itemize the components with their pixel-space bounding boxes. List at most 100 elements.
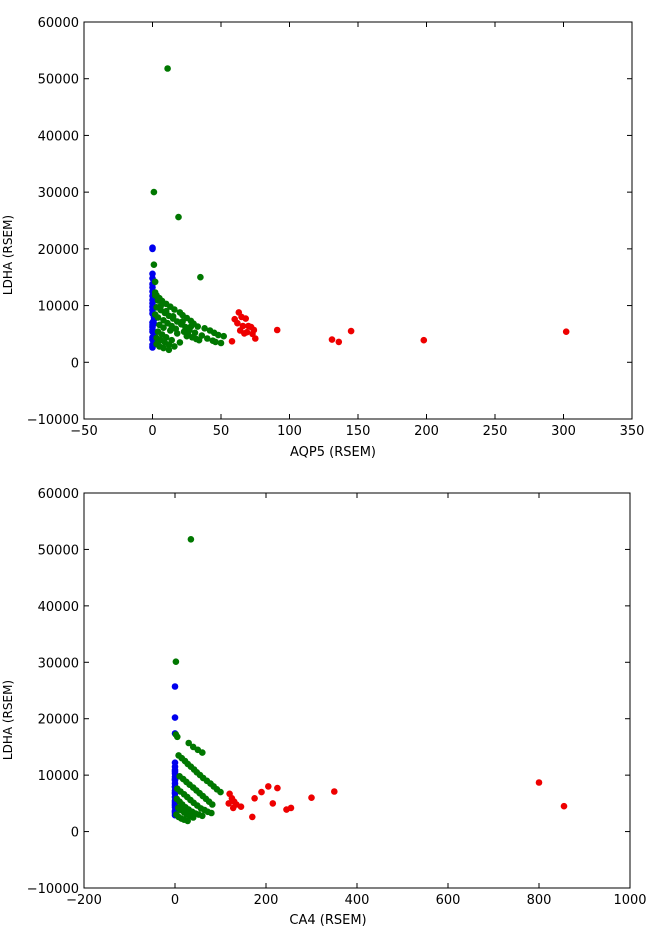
point-green bbox=[150, 188, 158, 196]
point-green bbox=[160, 344, 167, 352]
point-blue bbox=[171, 714, 179, 721]
point-green bbox=[215, 331, 222, 339]
point-green bbox=[171, 343, 178, 350]
point-green bbox=[197, 273, 204, 281]
x-tick-label: 150 bbox=[346, 424, 371, 439]
y-tick-label: 50000 bbox=[38, 543, 79, 558]
y-tick-label: −10000 bbox=[27, 882, 79, 897]
y-tick-label: 40000 bbox=[38, 600, 79, 615]
point-green bbox=[199, 812, 206, 820]
point-green bbox=[187, 536, 195, 543]
point-green bbox=[189, 814, 197, 821]
point-red bbox=[347, 327, 355, 335]
point-green bbox=[173, 330, 181, 337]
point-green bbox=[165, 341, 173, 349]
point-green bbox=[204, 335, 211, 342]
chart-top-ticks: −50 0 50 100 150 200 250 300 350 −10000 0 10000 2000… bbox=[27, 16, 645, 439]
y-tick-label: −10000 bbox=[27, 413, 79, 428]
x-tick-label: 200 bbox=[254, 893, 279, 908]
point-green bbox=[217, 788, 224, 796]
y-tick-label: 50000 bbox=[38, 73, 79, 88]
y-tick-label: 60000 bbox=[38, 16, 79, 31]
x-tick-label: −50 bbox=[70, 424, 97, 439]
point-green bbox=[179, 318, 186, 325]
point-red bbox=[273, 326, 281, 334]
point-red bbox=[335, 338, 343, 346]
point-green bbox=[154, 314, 162, 321]
y-tick-label: 60000 bbox=[38, 487, 79, 502]
point-red bbox=[252, 335, 259, 342]
point-red bbox=[229, 804, 237, 812]
point-red bbox=[287, 804, 295, 812]
point-blue bbox=[171, 683, 179, 690]
point-green bbox=[162, 334, 170, 341]
x-tick-label: 350 bbox=[620, 424, 645, 439]
point-green bbox=[151, 292, 159, 299]
point-green bbox=[165, 346, 173, 354]
point-green bbox=[176, 339, 184, 346]
point-green bbox=[217, 339, 225, 347]
point-red bbox=[269, 800, 277, 807]
point-green bbox=[174, 733, 181, 741]
x-tick-label: 50 bbox=[213, 424, 230, 439]
point-red bbox=[228, 338, 236, 345]
point-red bbox=[243, 328, 251, 336]
point-green bbox=[185, 739, 192, 747]
point-blue bbox=[150, 320, 158, 328]
chart-bottom-x-axis-label: CA4 (RSEM) bbox=[289, 913, 366, 928]
chart-top-plot-frame bbox=[83, 21, 633, 420]
point-green bbox=[167, 327, 174, 334]
point-green bbox=[175, 213, 182, 221]
point-red bbox=[535, 779, 543, 786]
point-green bbox=[220, 332, 227, 340]
chart-bottom-y-axis-label: LDHA (RSEM) bbox=[1, 680, 15, 760]
point-green bbox=[164, 65, 171, 72]
point-red bbox=[251, 795, 258, 802]
point-green bbox=[154, 297, 162, 304]
point-green bbox=[193, 335, 200, 343]
point-green bbox=[212, 338, 219, 346]
x-tick-label: 200 bbox=[414, 424, 439, 439]
point-green bbox=[201, 325, 208, 332]
chart-bottom: −200 0 200 400 600 800 1000 −10000 0 10000 20000 30… bbox=[1, 487, 647, 928]
point-green bbox=[162, 307, 170, 315]
y-tick-label: 30000 bbox=[38, 186, 79, 201]
x-tick-label: 600 bbox=[436, 893, 461, 908]
chart-bottom-points bbox=[171, 536, 568, 825]
point-blue bbox=[149, 245, 156, 253]
y-tick-label: 0 bbox=[71, 356, 79, 371]
x-tick-label: 0 bbox=[171, 893, 179, 908]
point-green bbox=[172, 658, 180, 665]
point-green bbox=[209, 801, 216, 808]
y-tick-label: 30000 bbox=[38, 656, 79, 671]
point-green bbox=[151, 278, 159, 286]
chart-top-y-axis-label: LDHA (RSEM) bbox=[1, 215, 15, 295]
point-red bbox=[258, 788, 265, 796]
point-red bbox=[560, 802, 568, 810]
chart-top-x-axis-label: AQP5 (RSEM) bbox=[290, 445, 376, 460]
y-tick-label: 20000 bbox=[38, 243, 79, 258]
point-red bbox=[225, 800, 232, 807]
point-green bbox=[160, 324, 167, 332]
chart-bottom-plot-frame bbox=[83, 492, 631, 889]
point-green bbox=[208, 809, 215, 817]
y-tick-label: 10000 bbox=[38, 300, 79, 315]
point-red bbox=[237, 803, 245, 810]
point-green bbox=[169, 313, 177, 320]
point-red bbox=[562, 328, 570, 336]
point-red bbox=[234, 319, 241, 327]
y-tick-label: 0 bbox=[71, 826, 79, 841]
x-tick-label: 100 bbox=[277, 424, 302, 439]
point-red bbox=[265, 783, 272, 790]
point-red bbox=[420, 336, 428, 344]
x-tick-label: 400 bbox=[345, 893, 370, 908]
x-tick-label: 1000 bbox=[613, 893, 646, 908]
point-green bbox=[187, 323, 195, 330]
chart-bottom-ticks: −200 0 200 400 600 800 1000 −10000 0 10000 20000 30… bbox=[27, 487, 647, 908]
point-red bbox=[331, 788, 338, 795]
point-red bbox=[242, 315, 249, 322]
x-tick-label: −200 bbox=[66, 893, 102, 908]
chart-top: −50 0 50 100 150 200 250 300 350 −10000 0 10000 2000… bbox=[1, 16, 644, 460]
